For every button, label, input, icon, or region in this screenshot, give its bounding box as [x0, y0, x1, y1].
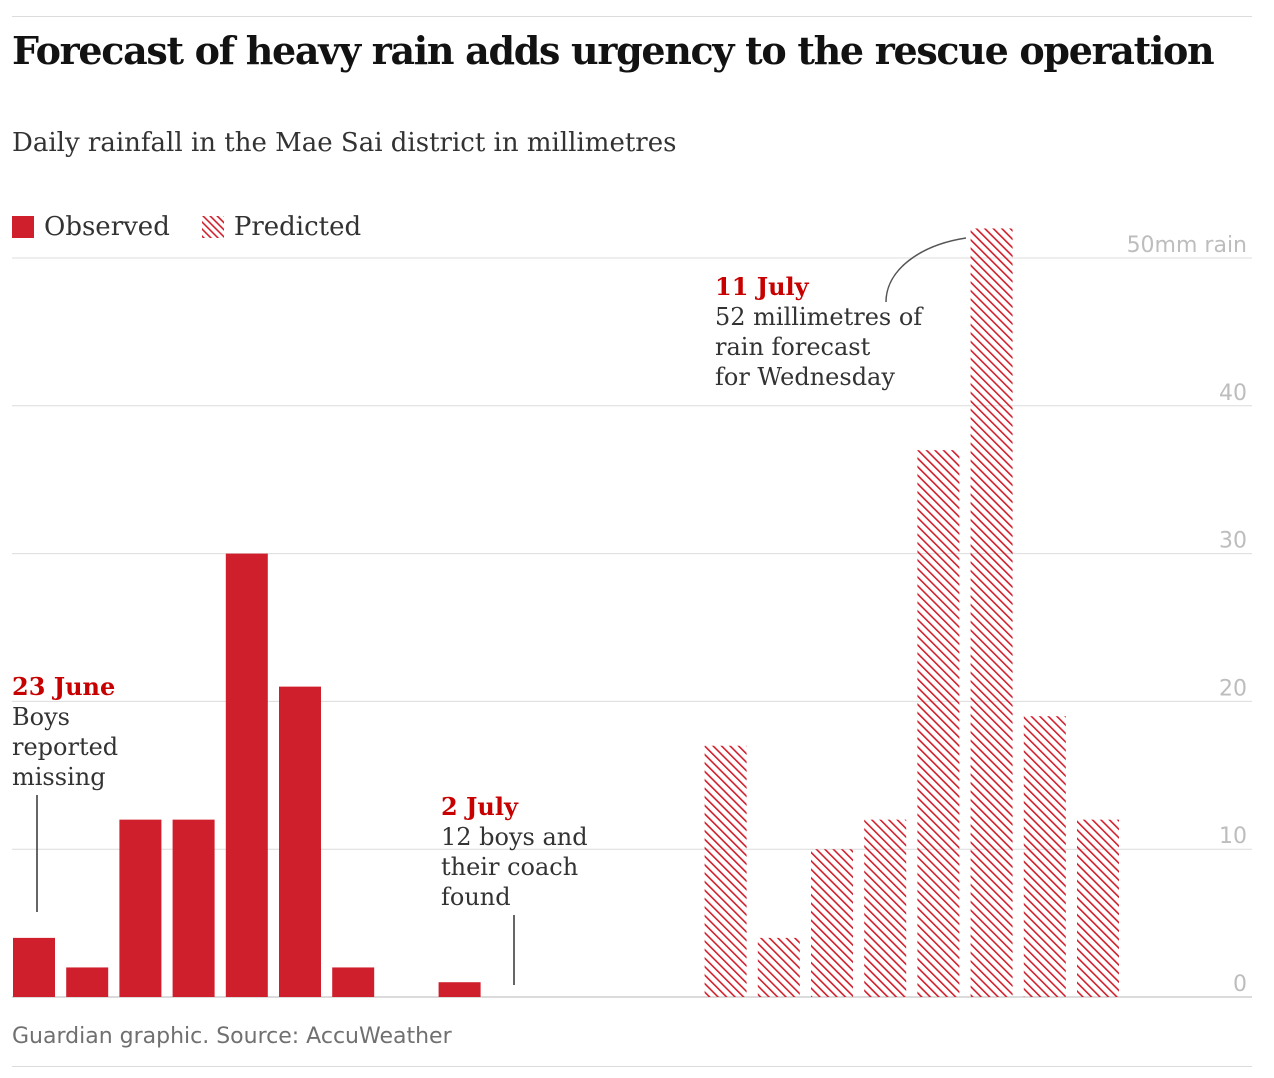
- observed-bar: [66, 967, 109, 997]
- bottom-rule: [12, 1066, 1252, 1067]
- y-tick-label: 10: [1219, 824, 1247, 849]
- predicted-bar: [1077, 819, 1119, 997]
- annotation-text: rain forecast: [715, 333, 871, 361]
- annotation-text: for Wednesday: [715, 363, 895, 391]
- source-credit: Guardian graphic. Source: AccuWeather: [12, 1024, 452, 1049]
- legend-item-predicted: Predicted: [201, 212, 362, 242]
- predicted-bar: [970, 228, 1013, 997]
- observed-bar: [438, 982, 481, 997]
- annotation-text: 12 boys and: [441, 823, 588, 851]
- annotation-text: their coach: [441, 853, 578, 881]
- annotation-text: Boys: [12, 703, 70, 731]
- predicted-bar: [811, 849, 853, 997]
- annotation-leader-line: [885, 237, 967, 303]
- legend-label-observed: Observed: [44, 212, 170, 242]
- observed-bar: [119, 819, 162, 997]
- y-tick-label: 20: [1219, 676, 1247, 701]
- annotation-text: found: [441, 883, 511, 911]
- chart-title: Forecast of heavy rain adds urgency to t…: [12, 28, 1215, 73]
- legend: Observed Predicted: [12, 210, 393, 244]
- y-tick-labels: 0 10 20 30 40 50mm rain: [1127, 233, 1247, 997]
- observed-bar: [225, 553, 268, 997]
- bars: [13, 228, 1119, 997]
- predicted-bar: [864, 819, 907, 997]
- y-tick-label: 50mm rain: [1127, 233, 1247, 258]
- observed-bar: [332, 967, 375, 997]
- observed-bar: [279, 686, 321, 997]
- annotation-text: 52 millimetres of: [715, 303, 924, 331]
- top-rule: [12, 16, 1252, 17]
- chart-subtitle: Daily rainfall in the Mae Sai district i…: [12, 128, 677, 158]
- predicted-bar: [757, 937, 800, 997]
- predicted-bar: [1023, 716, 1066, 997]
- observed-bar: [172, 819, 215, 997]
- annotation-date: 11 July: [715, 272, 810, 301]
- predicted-bar: [917, 450, 960, 997]
- y-tick-label: 40: [1219, 381, 1247, 406]
- annotation-text: reported: [12, 733, 118, 761]
- legend-item-observed: Observed: [12, 212, 170, 242]
- annotation-date: 23 June: [12, 672, 115, 701]
- predicted-bar: [704, 745, 747, 997]
- observed-bar: [13, 937, 55, 997]
- observed-swatch: [12, 216, 34, 238]
- predicted-swatch: [201, 216, 224, 238]
- legend-label-predicted: Predicted: [233, 212, 362, 242]
- y-tick-label: 0: [1233, 972, 1247, 997]
- annotation-date: 2 July: [441, 792, 519, 821]
- annotation-text: missing: [12, 763, 106, 791]
- y-tick-label: 30: [1219, 529, 1247, 554]
